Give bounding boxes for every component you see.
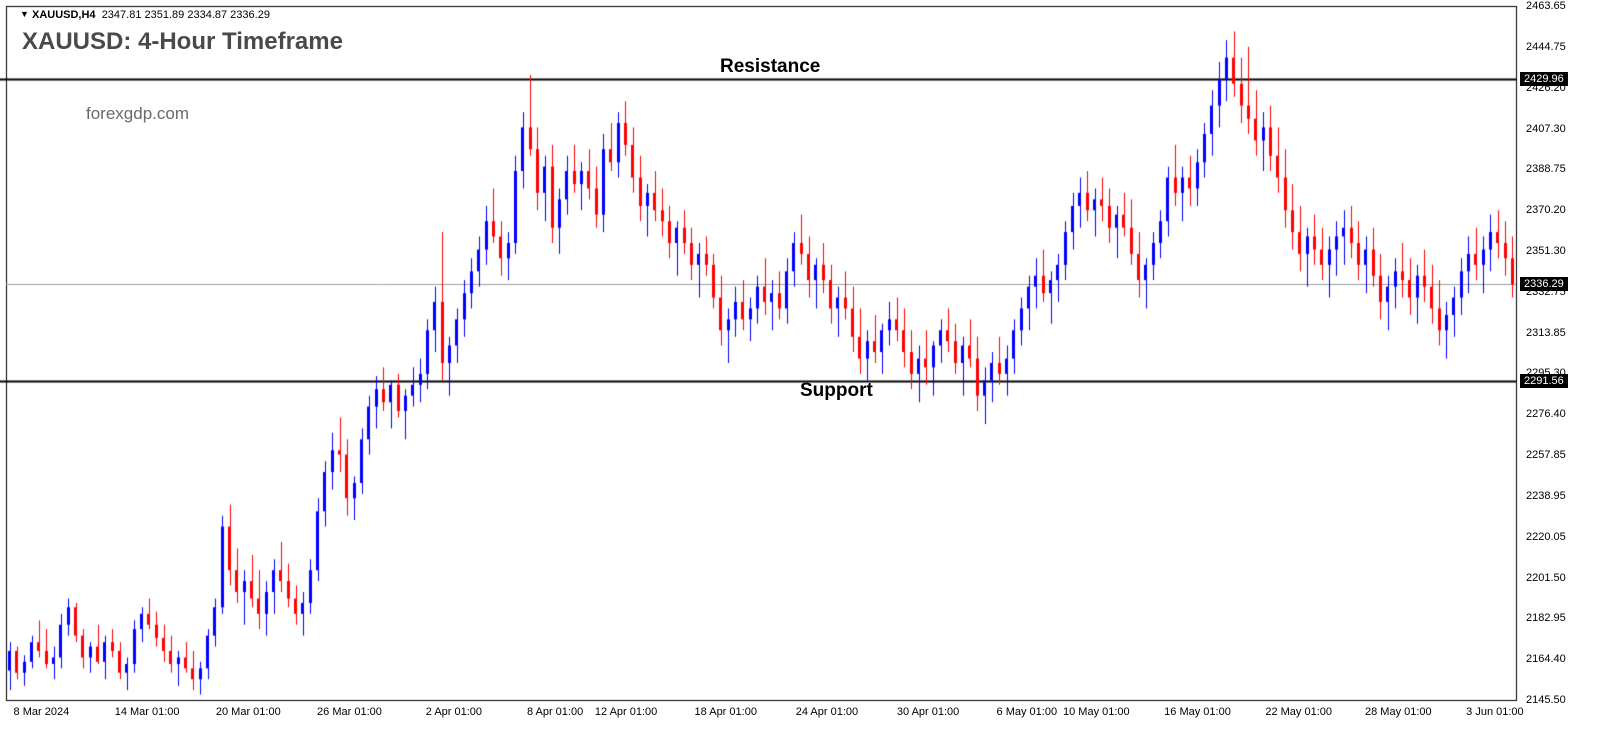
y-tick-label: 2407.30 (1526, 123, 1566, 135)
x-tick-label: 26 Mar 01:00 (317, 706, 382, 718)
open-value: 2347.81 (102, 9, 142, 21)
y-tick-label: 2257.85 (1526, 449, 1566, 461)
x-tick-label: 3 Jun 01:00 (1466, 706, 1524, 718)
y-tick-label: 2463.65 (1526, 0, 1566, 12)
x-tick-label: 14 Mar 01:00 (115, 706, 180, 718)
resistance-label: Resistance (720, 56, 820, 78)
x-tick-label: 22 May 01:00 (1265, 706, 1332, 718)
x-tick-label: 8 Apr 01:00 (527, 706, 583, 718)
low-value: 2334.87 (187, 9, 227, 21)
y-tick-label: 2276.40 (1526, 408, 1566, 420)
support-price-tag: 2291.56 (1520, 374, 1568, 388)
current-price-tag: 2336.29 (1520, 277, 1568, 291)
candlestick-chart (0, 0, 1600, 738)
chart-title: XAUUSD: 4-Hour Timeframe (22, 28, 343, 56)
x-tick-label: 8 Mar 2024 (14, 706, 70, 718)
x-tick-label: 16 May 01:00 (1164, 706, 1231, 718)
x-tick-label: 12 Apr 01:00 (595, 706, 657, 718)
x-tick-label: 6 May 01:00 (997, 706, 1058, 718)
y-tick-label: 2220.05 (1526, 531, 1566, 543)
y-tick-label: 2388.75 (1526, 163, 1566, 175)
close-value: 2336.29 (230, 9, 270, 21)
y-tick-label: 2238.95 (1526, 490, 1566, 502)
y-tick-label: 2164.40 (1526, 653, 1566, 665)
y-tick-label: 2145.50 (1526, 694, 1566, 706)
ohlc-header: ▼ XAUUSD,H4 2347.81 2351.89 2334.87 2336… (20, 9, 270, 21)
high-value: 2351.89 (145, 9, 185, 21)
x-tick-label: 2 Apr 01:00 (426, 706, 482, 718)
support-label: Support (800, 380, 873, 402)
y-tick-label: 2370.20 (1526, 204, 1566, 216)
y-tick-label: 2351.30 (1526, 245, 1566, 257)
x-tick-label: 28 May 01:00 (1365, 706, 1432, 718)
y-tick-label: 2182.95 (1526, 612, 1566, 624)
y-tick-label: 2313.85 (1526, 327, 1566, 339)
y-tick-label: 2444.75 (1526, 41, 1566, 53)
watermark: forexgdp.com (86, 104, 189, 124)
resistance-price-tag: 2429.96 (1520, 72, 1568, 86)
symbol-label: XAUUSD,H4 (32, 9, 96, 21)
chart-container: ▼ XAUUSD,H4 2347.81 2351.89 2334.87 2336… (0, 0, 1600, 738)
y-tick-label: 2201.50 (1526, 572, 1566, 584)
x-tick-label: 30 Apr 01:00 (897, 706, 959, 718)
x-tick-label: 18 Apr 01:00 (695, 706, 757, 718)
x-tick-label: 24 Apr 01:00 (796, 706, 858, 718)
x-tick-label: 10 May 01:00 (1063, 706, 1130, 718)
x-tick-label: 20 Mar 01:00 (216, 706, 281, 718)
